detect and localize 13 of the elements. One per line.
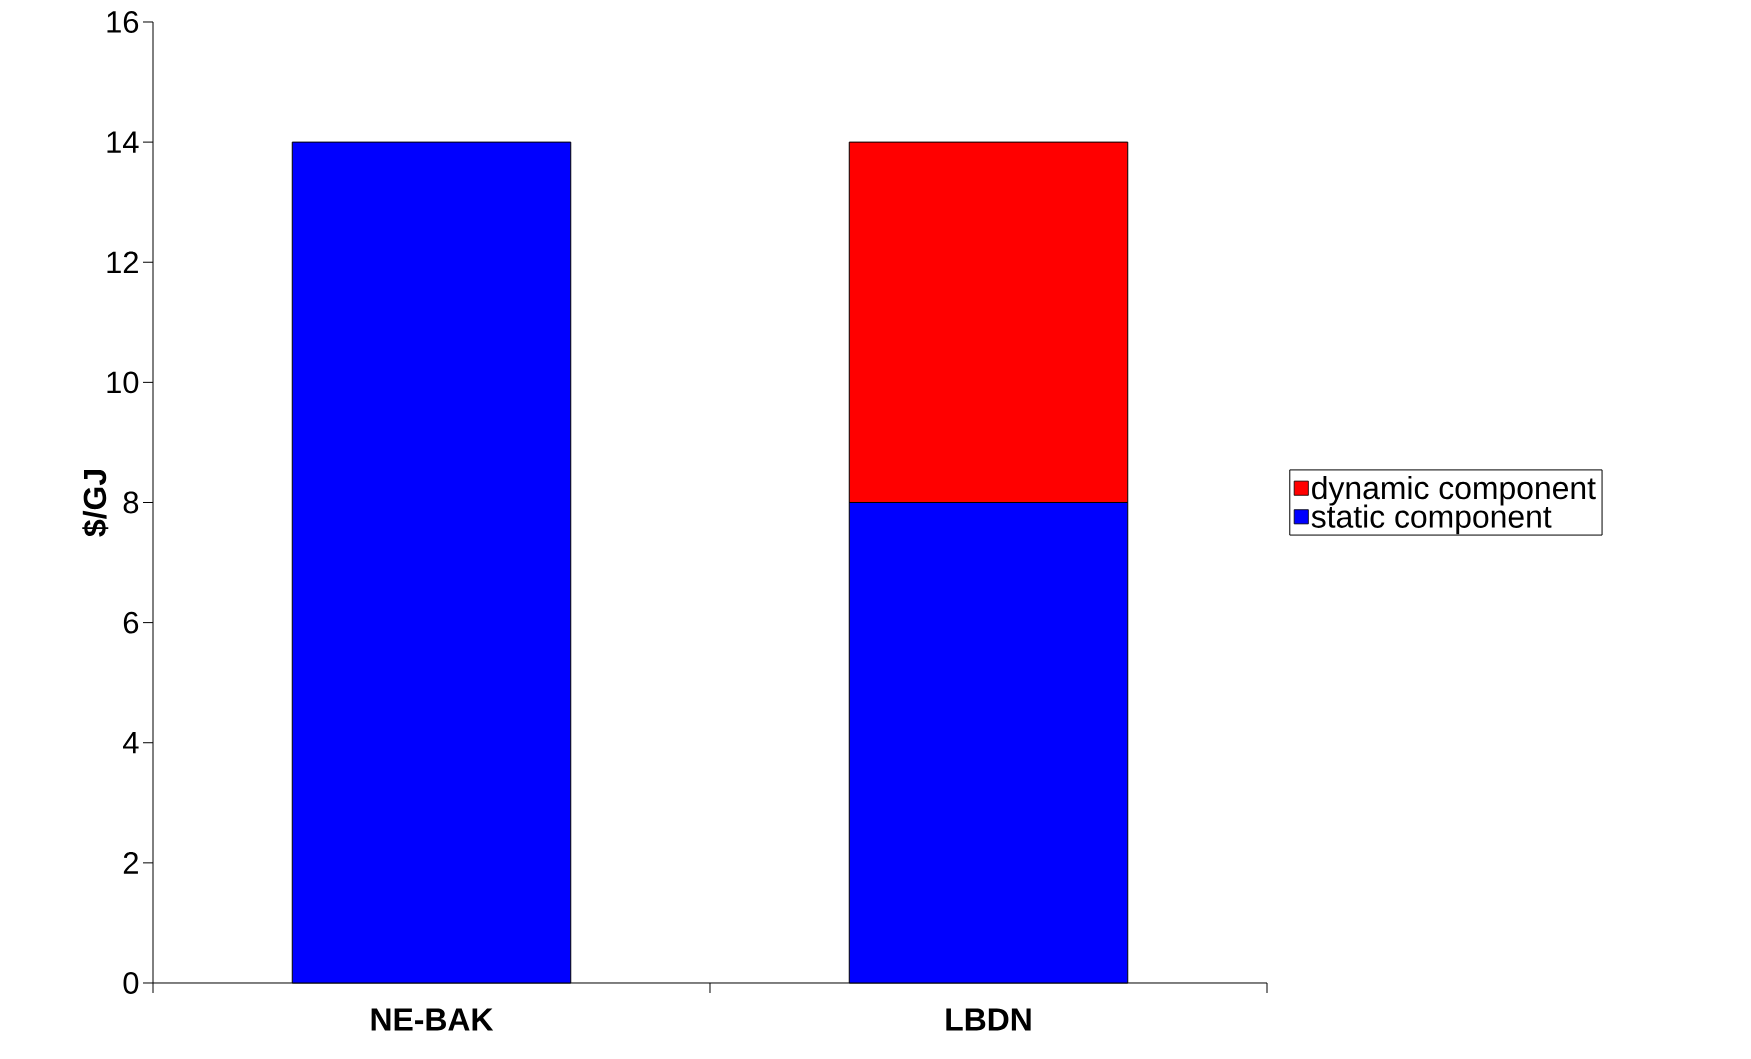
y-tick-label: 16 [107, 11, 139, 33]
y-tick-label: 10 [107, 371, 139, 394]
y-tick-label: 14 [107, 131, 139, 153]
y-tick-label: 8 [123, 491, 139, 514]
x-tick-label: LBDN [946, 1008, 1031, 1031]
y-axis-title: $/GJ [82, 470, 109, 537]
y-tick-label: 2 [123, 852, 138, 874]
legend-label: dynamic component [1312, 475, 1596, 506]
x-tick-label: NE-BAK [371, 1008, 494, 1031]
y-tick-label: 4 [123, 732, 139, 754]
y-tick-label: 0 [123, 972, 139, 994]
y-tick-label: 6 [123, 611, 139, 634]
y-tick-label: 12 [107, 251, 138, 274]
